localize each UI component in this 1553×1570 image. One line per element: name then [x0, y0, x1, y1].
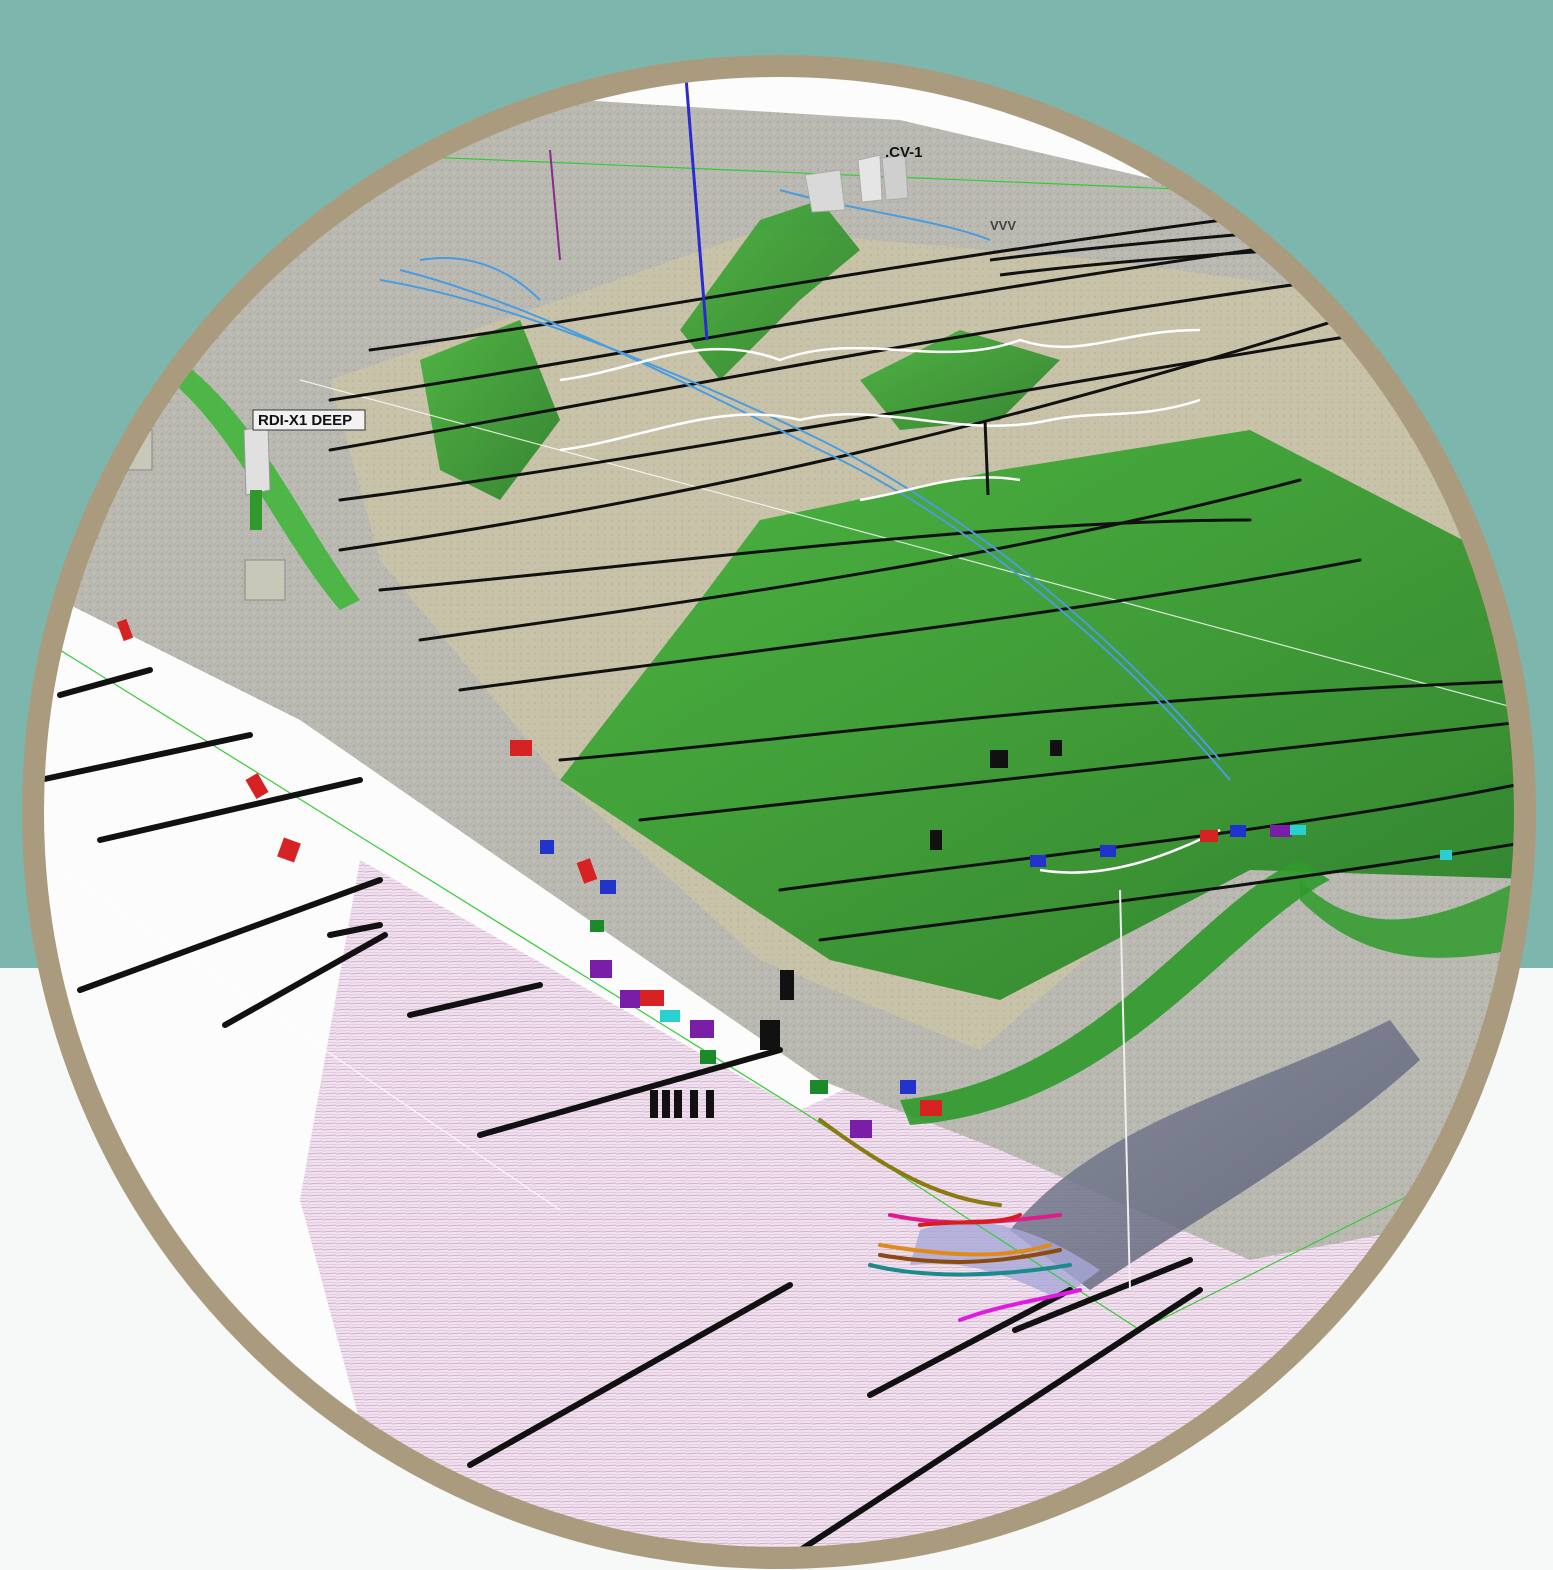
green-horizon-ribbon-right [1300, 860, 1519, 958]
green-horizon-mid [860, 330, 1060, 430]
colored-horizons [818, 1118, 1082, 1322]
channel-lines [379, 189, 1231, 781]
white-trace-lines [559, 328, 1221, 874]
rdi-well-label: RDI-X1 DEEP [252, 409, 366, 431]
vvv-label: VVV [990, 218, 1016, 233]
circular-frame [22, 55, 1536, 1569]
green-horizon-ribbon [900, 860, 1330, 1125]
cv1-well-towers [804, 154, 909, 213]
shadow-surface [1010, 1020, 1420, 1290]
cv1-well-label: .CV-1 [885, 144, 923, 161]
well-markers [116, 618, 1452, 1138]
fault-lines-upper [328, 208, 1519, 942]
green-horizon-left [420, 320, 560, 500]
vertical-well-sticks [549, 72, 1131, 1291]
green-horizon-main [560, 430, 1519, 1000]
rdi-well-label-text: RDI-X1 DEEP [258, 412, 352, 429]
seismic-panel-left [300, 860, 800, 1552]
